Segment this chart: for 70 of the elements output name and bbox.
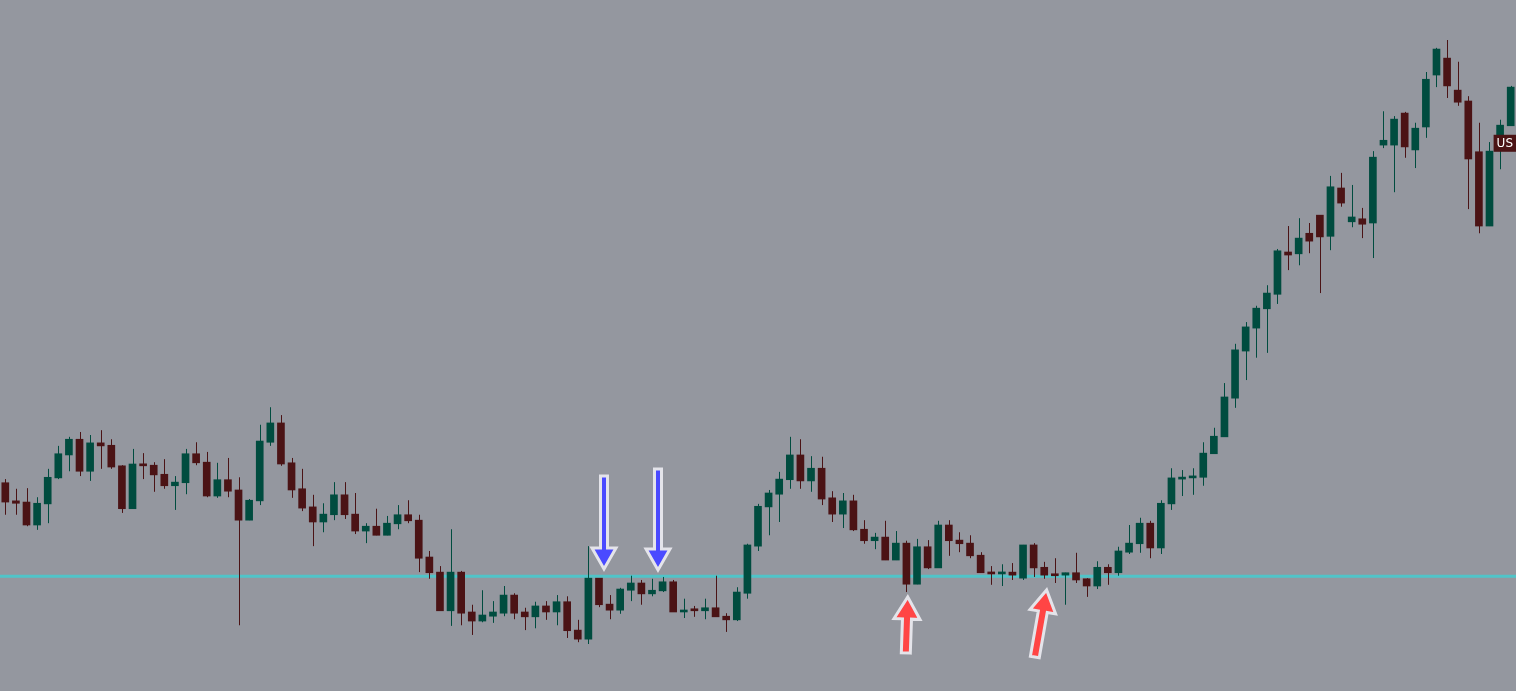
- candlestick: [807, 455, 815, 493]
- candlestick: [404, 499, 412, 524]
- candlestick: [467, 604, 476, 636]
- candlestick: [573, 619, 582, 643]
- candlestick: [489, 600, 497, 624]
- candlestick: [775, 471, 784, 523]
- candlestick: [393, 504, 402, 530]
- candlestick: [351, 492, 359, 535]
- candlestick: [1125, 524, 1133, 555]
- candlestick: [12, 488, 20, 516]
- candlestick: [245, 498, 253, 521]
- candlestick: [1305, 222, 1314, 254]
- candlestick: [213, 462, 222, 499]
- candlestick: [976, 551, 985, 574]
- candlestick: [383, 515, 391, 536]
- candlestick: [881, 520, 890, 561]
- candlestick: [372, 508, 381, 536]
- candlestick: [1104, 563, 1112, 586]
- candlestick: [499, 585, 508, 617]
- candlestick: [266, 406, 275, 447]
- candlestick: [65, 436, 73, 472]
- candlestick: [1093, 560, 1102, 590]
- candlestick: [171, 475, 179, 511]
- candlestick: [425, 550, 434, 580]
- candlestick: [828, 490, 837, 523]
- candlestick: [107, 438, 116, 470]
- candlestick: [1210, 427, 1218, 455]
- candlestick: [701, 598, 709, 620]
- candlestick: [1347, 184, 1356, 228]
- candlestick: [616, 587, 625, 615]
- candlestick: [330, 481, 338, 521]
- candlestick: [1, 478, 10, 516]
- candlestick: [308, 494, 317, 547]
- candlestick: [160, 458, 169, 490]
- candlestick: [1263, 284, 1271, 354]
- candlestick: [552, 594, 561, 626]
- candlestick: [1252, 305, 1261, 359]
- candlestick: [520, 607, 529, 631]
- candlestick: [1453, 61, 1462, 107]
- candlestick: [149, 461, 158, 493]
- candlestick: [1114, 546, 1123, 577]
- candlestick: [1358, 207, 1367, 239]
- candlestick: [711, 575, 720, 618]
- annotation: US: [1496, 136, 1514, 151]
- candlestick: [891, 530, 900, 561]
- candlestick: [722, 612, 731, 633]
- candlestick: [945, 519, 953, 557]
- candlestick: [838, 492, 847, 529]
- candlestick: [1135, 517, 1144, 554]
- candlestick: [626, 575, 635, 602]
- candlestick: [192, 441, 200, 466]
- candlestick: [605, 594, 614, 620]
- candlestick: [1316, 214, 1324, 294]
- candlestick: [510, 592, 518, 620]
- candlestick: [361, 522, 370, 544]
- candlestick: [966, 534, 974, 559]
- candlestick: [1411, 122, 1420, 169]
- candlestick: [139, 452, 147, 480]
- candlestick: [542, 600, 550, 621]
- candlestick: [1072, 552, 1080, 584]
- candlestick: [224, 457, 232, 498]
- candlestick: [298, 468, 306, 512]
- candlestick: [1051, 557, 1059, 584]
- candlestick: [860, 519, 868, 545]
- candlestick: [340, 481, 349, 520]
- candlestick: [1337, 172, 1345, 208]
- candlestick: [33, 496, 41, 531]
- candlestick: [923, 539, 932, 570]
- candlestick: [1082, 577, 1091, 598]
- candlestick: [1294, 217, 1303, 266]
